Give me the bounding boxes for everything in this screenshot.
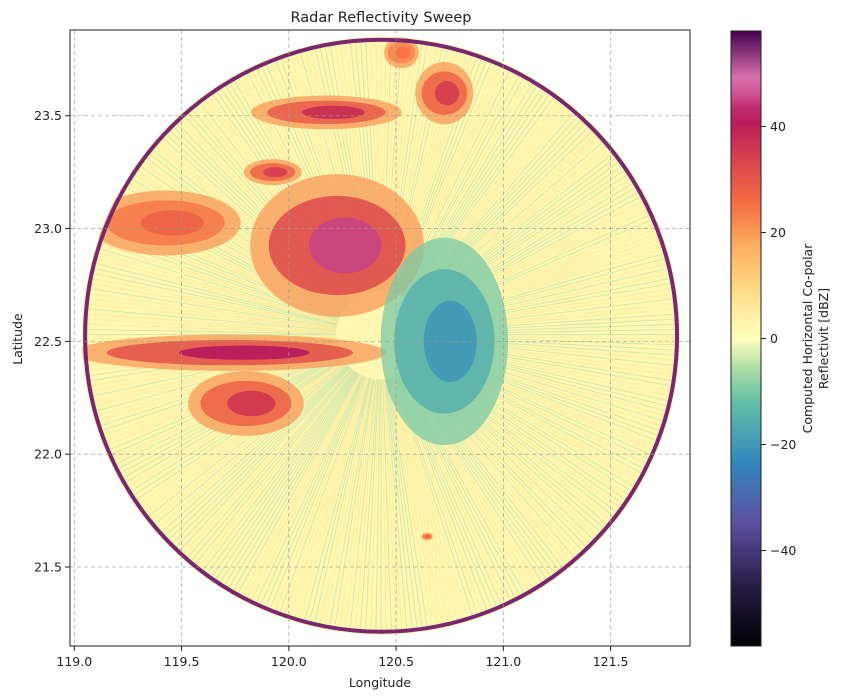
chart-title: Radar Reflectivity Sweep: [291, 10, 472, 26]
colorbar-gradient: [730, 30, 762, 647]
y-axis-ticks: 21.5 22.0 22.5 23.0 23.5: [34, 108, 70, 575]
x-tick-label: 119.0: [56, 654, 92, 669]
x-axis-ticks: 119.0 119.5 120.0 120.5 121.0 121.5: [56, 646, 629, 669]
echo-region: [187, 371, 304, 436]
echo-region: [90, 190, 241, 256]
echo-region: [82, 334, 387, 371]
range-ring-edge: [83, 37, 680, 634]
y-tick-label: 22.0: [34, 447, 62, 462]
colorbar-tick-label: 20: [770, 225, 786, 240]
x-tick-label: 121.0: [485, 654, 521, 669]
echo-region: [251, 95, 402, 130]
x-tick-label: 121.5: [593, 654, 629, 669]
colorbar-label-line2: Reflectivit [dBZ]: [816, 288, 831, 389]
y-tick-label: 23.0: [34, 221, 62, 236]
colorbar-tick-label: −20: [770, 437, 796, 452]
echo-region: [384, 36, 419, 69]
echo-region: [243, 159, 302, 186]
grid-lines: [70, 30, 690, 646]
radar-sweep: [82, 36, 681, 635]
x-tick-label: 120.5: [378, 654, 414, 669]
x-tick-label: 119.5: [164, 654, 200, 669]
colorbar-tick-label: 40: [770, 119, 786, 134]
y-tick-label: 21.5: [34, 560, 62, 575]
colorbar-ticks: −40 −20 0 20 40: [761, 119, 796, 558]
y-tick-label: 23.5: [34, 108, 62, 123]
plot-area: [70, 30, 690, 646]
plot-frame: [69, 29, 691, 647]
colorbar-label-line1: Computed Horizontal Co-polar: [800, 243, 815, 434]
x-axis-label: Longitude: [349, 675, 411, 690]
colorbar: −40 −20 0 20 40 Computed Horizontal Co-polar…: [730, 30, 831, 647]
colorbar-tick-label: −40: [770, 543, 796, 558]
echo-region: [415, 62, 474, 125]
x-tick-label: 120.0: [271, 654, 307, 669]
echo-region: [421, 532, 433, 541]
colorbar-tick-label: 0: [770, 331, 778, 346]
y-axis-label: Latitude: [10, 313, 25, 365]
radar-echoes: [82, 36, 681, 635]
y-tick-label: 22.5: [34, 334, 62, 349]
echo-region: [250, 174, 424, 317]
